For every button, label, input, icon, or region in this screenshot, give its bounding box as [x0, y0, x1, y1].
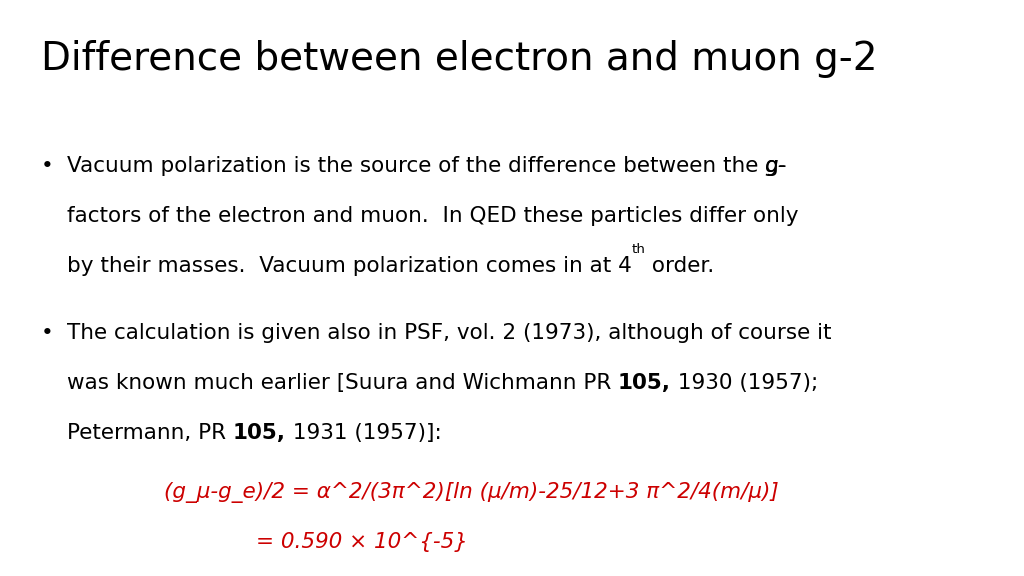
Text: order.: order. — [645, 256, 715, 276]
Text: 1930 (1957);: 1930 (1957); — [671, 373, 818, 393]
Text: Difference between electron and muon g-2: Difference between electron and muon g-2 — [41, 40, 878, 78]
Text: •: • — [41, 156, 53, 176]
Text: Vacuum polarization is the source of the difference between the g-: Vacuum polarization is the source of the… — [67, 156, 786, 176]
Text: 105,: 105, — [617, 373, 671, 393]
Text: factors of the electron and muon.  In QED these particles differ only: factors of the electron and muon. In QED… — [67, 206, 798, 226]
Text: The calculation is given also in PSF, vol. 2 (1973), although of course it: The calculation is given also in PSF, vo… — [67, 323, 831, 343]
Text: th: th — [632, 243, 645, 256]
Text: (g_μ-g_e)/2 = α^2/(3π^2)[ln (μ/m)-25/12+3 π^2/4(m/μ)]: (g_μ-g_e)/2 = α^2/(3π^2)[ln (μ/m)-25/12+… — [164, 482, 778, 503]
Text: by their masses.  Vacuum polarization comes in at 4: by their masses. Vacuum polarization com… — [67, 256, 632, 276]
Text: 105,: 105, — [232, 423, 286, 444]
Text: •: • — [41, 323, 53, 343]
Text: Petermann, PR: Petermann, PR — [67, 423, 232, 444]
Text: was known much earlier [Suura and Wichmann PR: was known much earlier [Suura and Wichma… — [67, 373, 617, 393]
Text: 1931 (1957)]:: 1931 (1957)]: — [286, 423, 441, 444]
Text: = 0.590 × 10^{-5}: = 0.590 × 10^{-5} — [256, 532, 468, 552]
Text: g-: g- — [765, 156, 786, 176]
